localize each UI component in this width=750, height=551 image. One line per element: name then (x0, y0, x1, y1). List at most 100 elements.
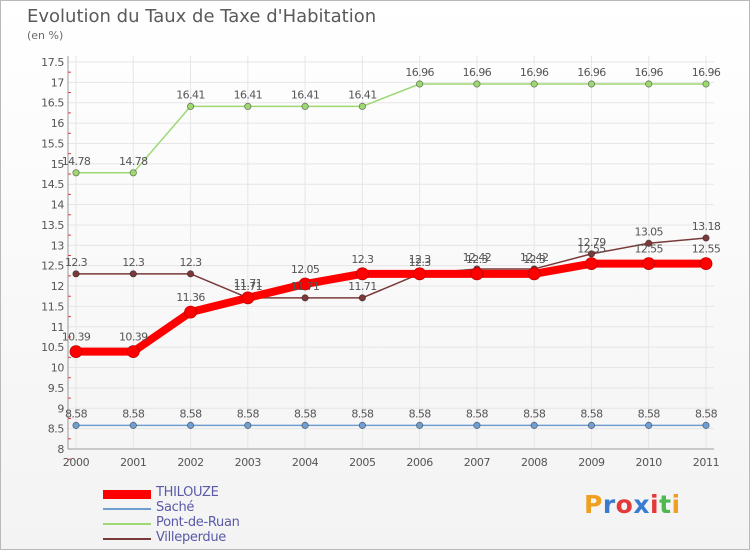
data-label-thilouze: 12.3 (409, 253, 432, 266)
data-label-sache: 8.58 (409, 407, 432, 420)
data-point-thilouze (642, 257, 656, 271)
data-point-sache (301, 421, 309, 429)
data-label-pont-de-ruan: 16.96 (463, 66, 492, 79)
x-tick-label: 2003 (235, 456, 262, 469)
y-tick-label: 16 (51, 117, 65, 130)
data-label-sache: 8.58 (638, 407, 661, 420)
logo-letter: i (671, 490, 681, 519)
logo-letter: x (633, 490, 650, 519)
y-tick-label: 8.5 (48, 423, 65, 436)
logo-letter: P (584, 490, 603, 519)
data-label-sache: 8.58 (466, 407, 489, 420)
data-label-villeperdue: 12.42 (463, 251, 492, 264)
x-tick-label: 2005 (349, 456, 376, 469)
data-point-sache (358, 421, 366, 429)
data-label-thilouze: 12.55 (577, 243, 606, 256)
y-tick-label: 12 (51, 280, 64, 293)
x-tick-label: 2004 (292, 456, 319, 469)
data-point-villeperdue (358, 294, 366, 302)
legend-label: THILOUZE (156, 485, 219, 500)
data-label-sache: 8.58 (695, 407, 718, 420)
data-point-thilouze (527, 267, 541, 281)
legend-swatch (103, 508, 151, 510)
data-point-pont-de-ruan (129, 169, 137, 177)
data-label-thilouze: 12.55 (692, 243, 721, 256)
chart-title: Evolution du Taux de Taxe d'Habitation (27, 6, 377, 27)
x-tick-label: 2011 (693, 456, 719, 469)
data-point-pont-de-ruan (358, 102, 366, 111)
data-label-sache: 8.58 (65, 407, 88, 420)
data-point-thilouze (585, 257, 598, 271)
data-label-thilouze: 12.3 (351, 253, 374, 266)
data-point-sache (186, 421, 195, 429)
data-point-thilouze (298, 277, 312, 291)
data-label-sache: 8.58 (580, 407, 603, 420)
data-point-sache (645, 421, 653, 429)
data-point-pont-de-ruan (530, 80, 538, 88)
logo-letter: i (650, 490, 660, 519)
data-point-sache (416, 421, 424, 429)
data-label-thilouze: 11.71 (234, 277, 263, 290)
series-line-villeperdue (76, 237, 707, 299)
data-label-villeperdue: 12.79 (577, 236, 606, 249)
data-label-villeperdue: 12.3 (409, 256, 432, 269)
data-point-thilouze (184, 305, 197, 319)
data-label-pont-de-ruan: 16.96 (634, 66, 663, 79)
y-tick-label: 15 (51, 158, 65, 171)
proxiti-logo: Proxiti (584, 490, 681, 519)
data-point-sache (244, 421, 252, 429)
data-point-thilouze (413, 267, 427, 281)
data-point-sache (72, 421, 80, 429)
data-label-villeperdue: 11.71 (291, 280, 320, 293)
y-tick-label: 17 (51, 76, 65, 89)
y-tick-label: 14.5 (41, 178, 64, 191)
data-point-villeperdue (129, 270, 137, 278)
data-point-pont-de-ruan (645, 80, 653, 88)
data-point-pont-de-ruan (244, 102, 252, 111)
data-label-thilouze: 10.39 (62, 331, 91, 344)
y-tick-label: 9 (57, 402, 64, 415)
y-tick-label: 10 (51, 362, 65, 375)
data-point-villeperdue (186, 270, 195, 278)
y-tick-label: 12.5 (41, 260, 64, 273)
y-tick-label: 17.5 (41, 56, 64, 69)
data-label-sache: 8.58 (179, 407, 202, 420)
data-label-pont-de-ruan: 16.96 (692, 66, 721, 79)
series-line-thilouze (76, 259, 706, 356)
chart-unit-label: (en %) (27, 29, 64, 42)
data-label-thilouze: 12.55 (634, 243, 663, 256)
data-label-pont-de-ruan: 16.41 (291, 88, 320, 101)
series-line-pont-de-ruan (76, 83, 706, 174)
x-tick-label: 2009 (578, 456, 605, 469)
data-point-sache (129, 421, 137, 429)
data-point-thilouze (699, 257, 713, 271)
data-point-pont-de-ruan (587, 80, 596, 88)
x-tick-label: 2006 (406, 456, 433, 469)
x-tick-label: 2008 (521, 456, 548, 469)
legend-label: Saché (156, 500, 195, 515)
legend-swatch (103, 490, 151, 499)
data-label-pont-de-ruan: 16.41 (234, 88, 263, 101)
data-label-thilouze: 12.05 (291, 263, 320, 276)
x-tick-label: 2001 (120, 456, 146, 469)
x-tick-label: 2010 (636, 456, 663, 469)
data-label-sache: 8.58 (237, 407, 260, 420)
data-label-pont-de-ruan: 16.41 (348, 88, 377, 101)
y-tick-label: 13 (51, 239, 65, 252)
data-label-sache: 8.58 (523, 407, 546, 420)
data-point-thilouze (470, 267, 484, 281)
data-label-pont-de-ruan: 16.96 (405, 66, 434, 79)
data-label-sache: 8.58 (294, 407, 317, 420)
data-label-thilouze: 10.39 (119, 331, 148, 344)
x-tick-label: 2002 (177, 456, 203, 469)
data-label-villeperdue: 11.71 (348, 280, 377, 293)
data-point-pont-de-ruan (72, 169, 80, 177)
x-tick-label: 2000 (63, 456, 90, 469)
data-label-villeperdue: 11.71 (234, 280, 263, 293)
data-label-thilouze: 12.3 (523, 253, 546, 266)
data-label-sache: 8.58 (122, 407, 145, 420)
data-label-pont-de-ruan: 16.96 (577, 66, 606, 79)
legend-label: Pont-de-Ruan (156, 515, 240, 530)
